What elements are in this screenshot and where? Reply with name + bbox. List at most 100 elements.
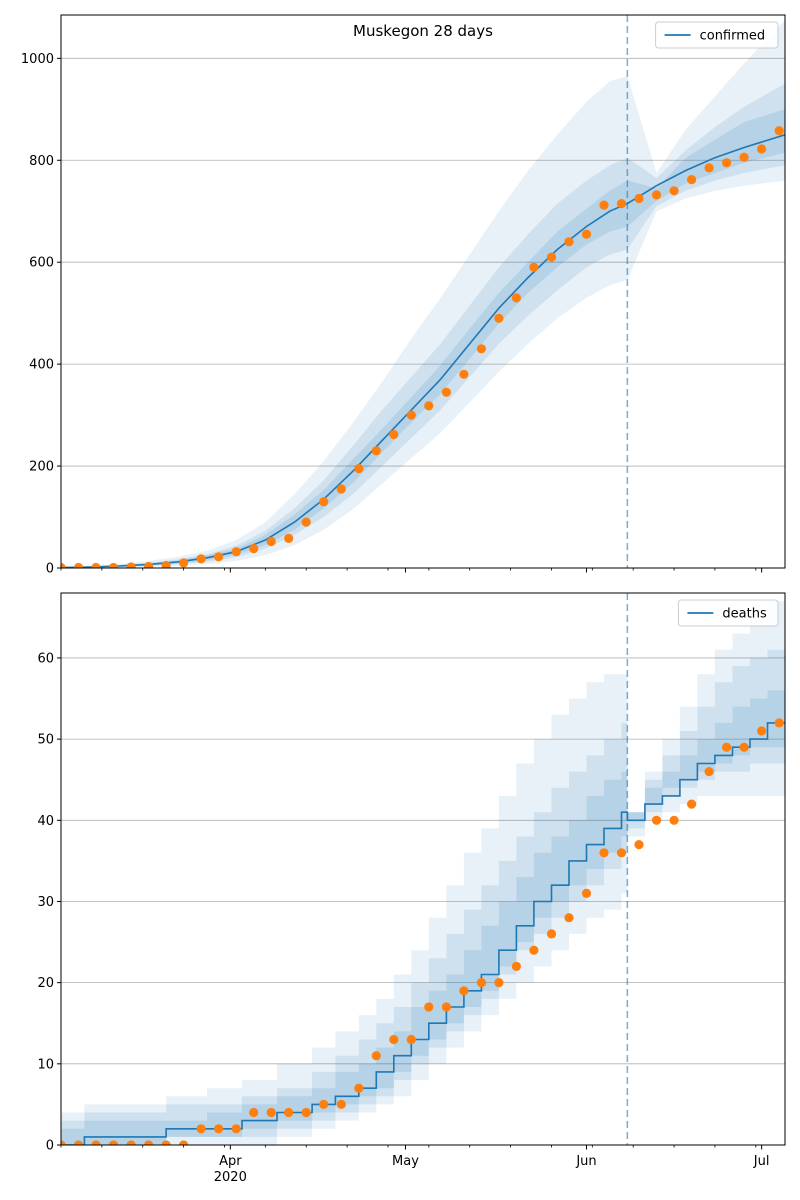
observed-point: [494, 313, 504, 323]
observed-point: [336, 484, 346, 494]
observed-point: [704, 767, 714, 777]
x-tick-sublabel: 2020: [214, 1170, 247, 1185]
observed-point: [424, 1002, 434, 1012]
observed-point: [319, 1099, 329, 1109]
observed-point: [144, 561, 154, 568]
observed-point: [494, 978, 504, 988]
observed-point: [739, 742, 749, 752]
observed-point: [774, 718, 784, 728]
x-tick-label: May: [392, 1154, 419, 1169]
observed-point: [301, 517, 311, 527]
observed-point: [231, 1124, 241, 1134]
observed-point: [511, 961, 521, 972]
legend-box: [677, 599, 779, 627]
x-tick-label: Jun: [575, 1154, 596, 1169]
observed-point: [319, 497, 329, 507]
axes-frame: [60, 14, 786, 569]
observed-point: [739, 152, 749, 162]
y-tick-label: 1000: [21, 52, 54, 67]
y-tick-label: 50: [37, 733, 54, 748]
legend-box: [655, 21, 779, 49]
observed-point: [651, 815, 662, 825]
y-tick-label: 0: [46, 562, 54, 577]
observed-point: [284, 533, 294, 544]
observed-point: [459, 369, 469, 379]
observed-point: [564, 913, 574, 923]
observed-point: [634, 193, 644, 204]
y-tick-label: 10: [37, 1057, 54, 1072]
observed-point: [196, 554, 206, 564]
observed-point: [669, 186, 679, 196]
observed-point: [214, 552, 224, 562]
observed-point: [529, 262, 539, 272]
observed-point: [266, 536, 276, 547]
uncertainty-band-2: [61, 109, 785, 568]
observed-point: [459, 986, 469, 996]
observed-point: [266, 1107, 276, 1118]
observed-point: [564, 237, 574, 247]
observed-point: [126, 1140, 136, 1145]
observed-point: [249, 544, 259, 554]
observed-point: [354, 1083, 364, 1093]
y-tick-label: 800: [29, 154, 54, 169]
observed-point: [757, 144, 767, 154]
uncertainty-band-0: [61, 20, 785, 568]
chart-title: Muskegon 28 days: [353, 22, 493, 40]
y-tick-label: 400: [29, 358, 54, 373]
observed-point: [616, 848, 627, 858]
observed-point: [546, 252, 557, 262]
x-tick-label: Jul: [753, 1154, 770, 1169]
observed-point: [389, 429, 399, 440]
observed-point: [108, 562, 119, 568]
observed-point: [529, 945, 539, 955]
observed-point: [91, 562, 101, 568]
observed-point: [108, 1140, 119, 1145]
observed-point: [91, 1140, 101, 1145]
observed-point: [73, 562, 84, 568]
observed-point: [476, 344, 486, 354]
observed-point: [599, 200, 609, 210]
observed-point: [126, 562, 136, 568]
y-tick-label: 600: [29, 256, 54, 271]
observed-point: [161, 1140, 171, 1145]
y-tick-label: 30: [37, 895, 54, 910]
observed-point: [354, 464, 364, 474]
observed-point: [179, 1140, 189, 1145]
observed-point: [669, 815, 679, 825]
observed-point: [179, 558, 189, 568]
observed-point: [249, 1107, 259, 1118]
legend-label: deaths: [722, 607, 767, 622]
y-tick-label: 60: [37, 651, 54, 666]
observed-point: [546, 929, 557, 939]
observed-point: [231, 547, 241, 557]
observed-point: [757, 726, 767, 736]
observed-point: [651, 190, 662, 200]
x-tick-label: Apr: [219, 1154, 242, 1169]
observed-point: [371, 446, 381, 456]
uncertainty-band-2: [61, 682, 785, 1145]
observed-point: [424, 401, 434, 411]
observed-point: [389, 1034, 399, 1045]
observed-point: [599, 848, 609, 858]
legend-label: confirmed: [700, 29, 766, 44]
observed-point: [722, 158, 732, 168]
observed-point: [284, 1107, 294, 1118]
observed-point: [687, 175, 697, 185]
y-tick-label: 20: [37, 976, 54, 991]
observed-point: [476, 978, 486, 988]
observed-point: [722, 742, 732, 752]
uncertainty-band-1: [61, 641, 785, 1145]
observed-point: [196, 1124, 206, 1134]
observed-point: [61, 562, 66, 568]
observed-point: [406, 1034, 416, 1045]
observed-point: [144, 1140, 154, 1145]
deaths-line: [61, 722, 785, 1145]
observed-point: [774, 126, 784, 136]
observed-point: [511, 293, 521, 303]
observed-point: [704, 163, 714, 173]
observed-point: [441, 387, 451, 397]
y-tick-label: 200: [29, 460, 54, 475]
observed-point: [406, 410, 416, 420]
